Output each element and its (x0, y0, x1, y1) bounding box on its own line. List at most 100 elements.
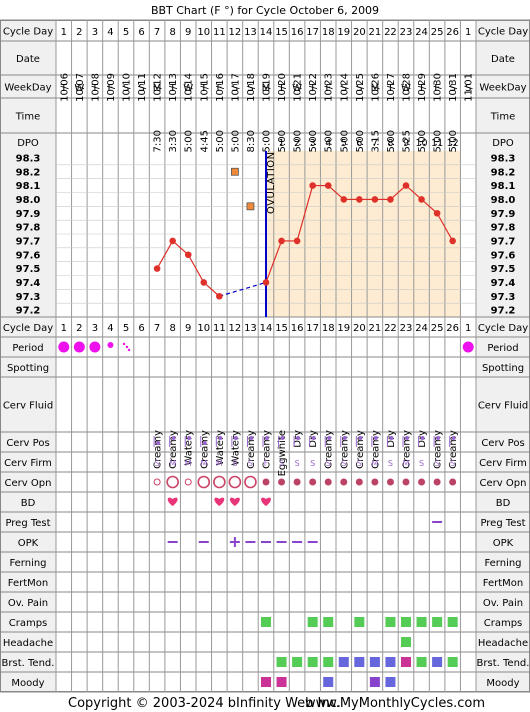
temp-point (200, 279, 208, 286)
cerv-pos-dot (265, 436, 269, 440)
period-dot (73, 341, 85, 353)
y-tick-label-right: 98.0 (491, 195, 516, 206)
cycle-day-number-bottom: 10 (197, 323, 210, 334)
temp-point (153, 265, 161, 272)
cycle-day-number: 17 (306, 27, 319, 38)
temp-point (433, 209, 441, 217)
cerv-opn-marker (340, 478, 348, 486)
weekday-label: M (153, 83, 162, 94)
y-tick-label: 97.2 (16, 306, 41, 317)
date-label: 10/18 (246, 73, 257, 102)
cycle-day-number: 3 (92, 27, 98, 38)
row-label-right-cycle_day: Cycle Day (478, 323, 528, 334)
temp-line-segment (265, 240, 283, 283)
weekday-label: S (123, 83, 129, 94)
row-label-right-cerv_fluid: Cerv Fluid (478, 401, 528, 412)
weekday-label: S (356, 83, 362, 94)
footer-site[interactable]: www.MyMonthlyCycles.com (305, 696, 485, 711)
cycle-day-number-bottom: 5 (123, 323, 129, 334)
row-label-cerv_pos: Cerv Pos (6, 438, 49, 449)
cerv-fluid-label: Watery (215, 430, 226, 466)
dpo-label: 4 (325, 138, 331, 149)
cramps-marker (447, 617, 458, 627)
y-tick-label: 97.3 (16, 292, 41, 303)
cerv-firm-label: S (419, 459, 424, 468)
cerv-firm-label: S (341, 459, 346, 468)
cerv-opn-marker (153, 478, 161, 486)
time-label: 5:00 (339, 130, 350, 152)
moody-marker (261, 677, 271, 687)
row-label-headache: Headache (3, 638, 53, 649)
cerv-pos-dot (436, 436, 441, 440)
cycle-day-number-bottom: 18 (322, 323, 335, 334)
cramps-marker (261, 617, 271, 627)
cycle-day-number: 24 (415, 27, 428, 38)
cycle-day-number: 18 (322, 27, 335, 38)
y-tick-label-right: 97.3 (491, 292, 516, 303)
temp-point (402, 182, 410, 189)
row-label-preg_test: Preg Test (5, 518, 50, 529)
cerv-fluid-label: Creamy (153, 430, 164, 469)
weekday-label: T (200, 83, 208, 94)
y-tick-label-right: 97.9 (491, 209, 516, 220)
breast-tenderness-marker (307, 657, 318, 667)
cerv-fluid-label: Creamy (262, 430, 273, 469)
weekday-label: W (401, 83, 411, 94)
cerv-opn-marker (371, 478, 379, 486)
date-label: 10/11 (137, 73, 148, 102)
row-label-right-ov_pain: Ov. Pain (483, 598, 523, 609)
date-label: 10/10 (122, 73, 133, 102)
row-label-cycle_day: Cycle Day (3, 323, 53, 334)
temp-line-segment (187, 254, 205, 283)
cerv-opn-marker (197, 475, 211, 489)
time-label: 5:25 (402, 130, 413, 152)
cerv-pos-dot (451, 436, 456, 440)
cycle-day-number: 19 (337, 27, 350, 38)
date-label: 10/24 (339, 73, 350, 102)
row-label-brst_tend: Brst. Tend. (2, 658, 55, 669)
cycle-day-number: 25 (431, 27, 444, 38)
left-label-column (0, 20, 56, 692)
cerv-opn-marker (262, 478, 270, 486)
cerv-opn-marker (309, 478, 317, 486)
cycle-day-number: 23 (400, 27, 413, 38)
weekday-label: S (232, 83, 238, 94)
temp-line-segment (172, 240, 189, 256)
date-label: 10/29 (417, 73, 428, 102)
row-label-right-brst_tend: Brst. Tend. (477, 658, 530, 669)
temp-gap-connector (219, 281, 267, 297)
row-label-right-cycle_day: Cycle Day (478, 27, 528, 38)
cycle-day-number: 1 (465, 27, 471, 38)
cycle-day-number-bottom: 7 (154, 323, 160, 334)
cerv-opn-marker (278, 478, 286, 486)
footer-copyright: Copyright © 2003-2024 bInfinity Web Inc. (68, 696, 341, 711)
cerv-firm-label: S (248, 459, 253, 468)
y-tick-label-right: 98.1 (491, 181, 516, 192)
row-label-dpo: DPO (17, 138, 39, 149)
temp-point (371, 196, 379, 203)
cerv-fluid-label: Creamy (324, 430, 335, 469)
y-tick-label: 97.9 (16, 209, 41, 220)
cerv-pos-dot (358, 436, 363, 440)
cerv-pos-dot (280, 436, 285, 440)
cycle-day-number: 15 (275, 27, 288, 38)
row-label-right-headache: Headache (478, 638, 528, 649)
cycle-day-number-bottom: 17 (306, 323, 319, 334)
dpo-label: 12 (447, 138, 459, 149)
weekday-label: T (386, 83, 394, 94)
y-tick-label: 97.5 (16, 264, 41, 275)
breast-tenderness-marker (401, 657, 411, 667)
temp-point (340, 196, 348, 203)
date-label: 10/09 (106, 73, 117, 102)
cerv-pos-dot (156, 441, 161, 445)
cycle-day-number-bottom: 19 (337, 323, 350, 334)
row-label-right-preg_test: Preg Test (480, 518, 525, 529)
weekday-label: S (247, 83, 253, 94)
time-label: 8:30 (246, 130, 257, 152)
date-label: 10/13 (168, 73, 179, 102)
date-label: 10/31 (448, 73, 459, 102)
right-label-column (476, 20, 530, 692)
weekday-label: M (371, 83, 380, 94)
table-frame (0, 20, 530, 692)
